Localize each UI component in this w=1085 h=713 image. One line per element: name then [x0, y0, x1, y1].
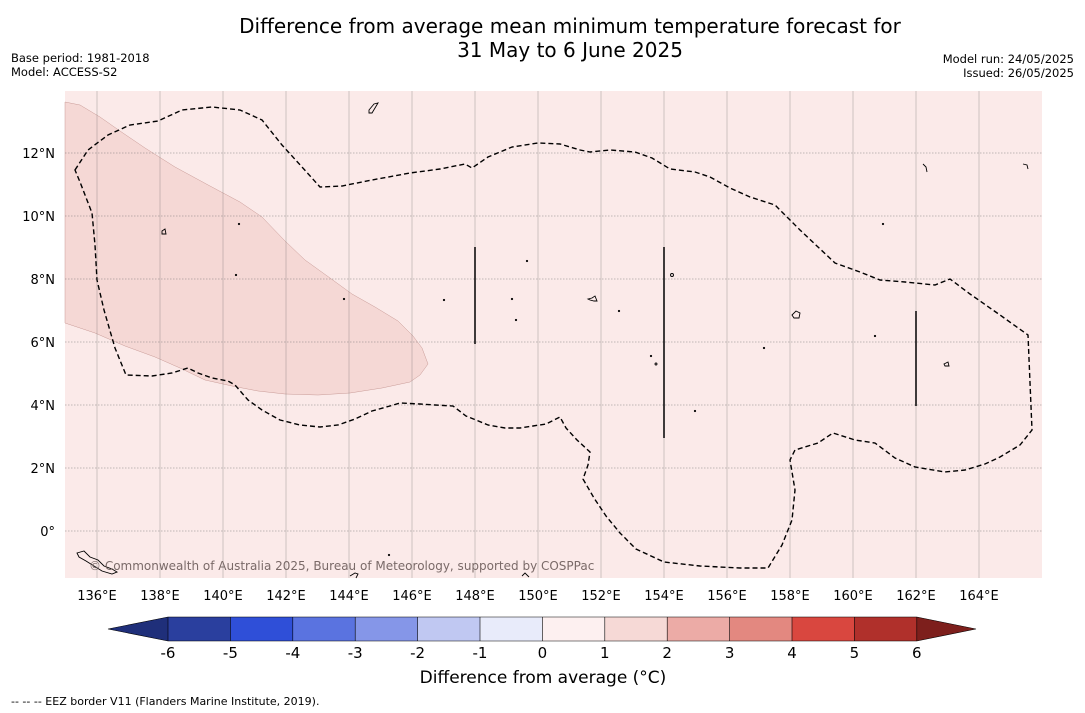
lat-label: 6°N	[31, 336, 56, 351]
colorbar-neg-extend	[108, 617, 168, 641]
colorbar-swatch	[792, 617, 855, 641]
island-manus	[349, 572, 359, 579]
model-name: Model: ACCESS-S2	[11, 65, 118, 79]
lon-label: 142°E	[266, 589, 306, 604]
islet-9	[649, 354, 653, 358]
lat-label: 2°N	[31, 462, 56, 477]
title-line-1: Difference from average mean minimum tem…	[239, 14, 901, 38]
islet-13	[881, 222, 885, 226]
warm-anomaly-region	[64, 101, 429, 396]
islet-7	[237, 222, 241, 226]
colorbar-swatch	[355, 617, 418, 641]
colorbar	[107, 616, 977, 642]
lon-label: 146°E	[392, 589, 432, 604]
island-pohnpei	[791, 310, 801, 319]
colorbar-swatch	[292, 617, 356, 641]
colorbar-tick: -5	[223, 644, 238, 662]
islet-8	[342, 297, 346, 301]
colorbar-tick: 6	[912, 644, 922, 662]
map-title: Difference from average mean minimum tem…	[200, 14, 940, 62]
colorbar-swatch	[604, 617, 668, 641]
issued-date: Issued: 26/05/2025	[963, 66, 1074, 80]
islet-4	[525, 259, 529, 263]
island-yap	[161, 228, 167, 235]
islet-16	[387, 553, 391, 557]
lat-label: 10°N	[22, 210, 55, 225]
lon-label: 138°E	[140, 589, 180, 604]
islet-10	[654, 362, 658, 366]
meta-right: Model run: 24/05/2025 Issued: 26/05/2025	[943, 52, 1074, 80]
islet-3	[514, 318, 518, 322]
colorbar-tick: 0	[538, 644, 548, 662]
island-chuuk	[586, 295, 598, 302]
island-outlines	[76, 102, 1029, 579]
colorbar-ticks: -6 -5 -4 -3 -2 -1 0 1 2 3 4 5 6	[161, 644, 922, 662]
lon-label: 162°E	[896, 589, 936, 604]
colorbar-tick: -3	[348, 644, 363, 662]
lat-label: 8°N	[31, 273, 56, 288]
islet-14	[873, 334, 877, 338]
island-new-guinea-fragment	[76, 550, 119, 575]
lat-label: 12°N	[22, 147, 55, 162]
islet-6	[234, 273, 238, 277]
lon-label: 150°E	[518, 589, 558, 604]
colorbar-tick: -1	[473, 644, 488, 662]
eez-legend-note: -- -- -- EEZ border V11 (Flanders Marine…	[11, 695, 320, 708]
island-small-south	[521, 572, 530, 578]
islet-12	[762, 346, 766, 350]
latitude-labels: 12°N 10°N 8°N 6°N 4°N 2°N 0°	[22, 147, 55, 540]
colorbar-tick: 5	[850, 644, 860, 662]
colorbar-swatch	[542, 617, 605, 641]
colorbar-tick: -4	[285, 644, 300, 662]
islet-15	[617, 309, 621, 313]
colorbar-pos-extend	[916, 617, 976, 641]
meta-left: Base period: 1981-2018 Model: ACCESS-S2	[11, 51, 150, 79]
lon-label: 164°E	[959, 589, 999, 604]
colorbar-tick: 2	[662, 644, 672, 662]
island-north-east-2	[922, 163, 928, 173]
lon-label: 156°E	[707, 589, 747, 604]
title-line-2: 31 May to 6 June 2025	[457, 38, 683, 62]
lon-label: 144°E	[329, 589, 369, 604]
islet-11	[693, 409, 697, 413]
model-run: Model run: 24/05/2025	[942, 52, 1074, 66]
colorbar-swatch	[168, 617, 231, 641]
lat-label: 4°N	[31, 399, 56, 414]
colorbar-tick: 1	[600, 644, 610, 662]
lon-label: 148°E	[455, 589, 495, 604]
colorbar-swatch	[480, 617, 543, 641]
islet-2	[510, 297, 514, 301]
lon-label: 158°E	[770, 589, 810, 604]
lon-label: 160°E	[833, 589, 873, 604]
colorbar-tick: -6	[161, 644, 176, 662]
colorbar-label: Difference from average (°C)	[419, 668, 667, 688]
island-kosrae	[943, 361, 950, 367]
longitude-labels: 136°E 138°E 140°E 142°E 144°E 146°E 148°…	[77, 589, 999, 604]
islet-5	[442, 298, 446, 302]
island-guam	[368, 102, 379, 114]
colorbar-tick: -2	[410, 644, 425, 662]
lat-label: 0°	[40, 525, 55, 540]
colorbar-tick: 3	[725, 644, 735, 662]
colorbar-swatch	[729, 617, 792, 641]
islet-1	[670, 273, 674, 277]
colorbar-swatch	[854, 617, 917, 641]
colorbar-tick: 4	[787, 644, 797, 662]
lon-label: 152°E	[581, 589, 621, 604]
colorbar-swatch	[667, 617, 730, 641]
lon-label: 140°E	[203, 589, 243, 604]
lon-label: 136°E	[77, 589, 117, 604]
copyright-text: © Commonwealth of Australia 2025, Bureau…	[89, 559, 594, 573]
lon-label: 154°E	[644, 589, 684, 604]
zone-separators	[474, 247, 917, 438]
colorbar-swatch	[230, 617, 293, 641]
base-period: Base period: 1981-2018	[11, 51, 150, 65]
colorbar-swatch	[417, 617, 480, 641]
island-north-east	[1022, 163, 1029, 170]
eez-border	[74, 106, 1033, 569]
